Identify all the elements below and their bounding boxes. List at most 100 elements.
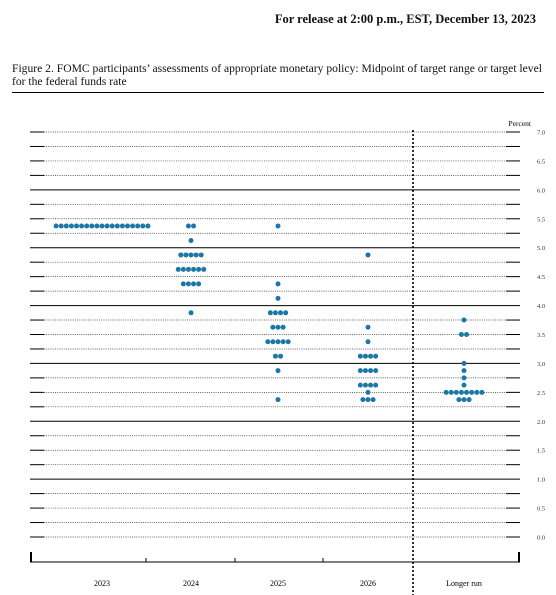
participant-dot xyxy=(365,339,371,345)
participant-dot xyxy=(89,223,95,229)
participant-dot xyxy=(275,223,281,229)
participant-dot xyxy=(63,223,69,229)
caption-divider xyxy=(12,92,544,93)
participant-dot xyxy=(188,237,194,243)
participant-dot xyxy=(479,389,485,395)
participant-dot xyxy=(373,368,379,374)
participant-dot xyxy=(74,223,79,229)
participant-dot xyxy=(283,310,289,316)
participant-dot xyxy=(280,339,286,345)
participant-dot xyxy=(357,353,363,359)
y-tick-label: 3.5 xyxy=(537,332,545,339)
participant-dot xyxy=(58,223,64,229)
participant-dot xyxy=(275,295,281,301)
participant-dot xyxy=(365,389,371,395)
participant-dot xyxy=(456,397,462,403)
participant-dot xyxy=(135,223,141,229)
participant-dot xyxy=(278,353,284,359)
participant-dot xyxy=(461,368,467,374)
participant-dot xyxy=(265,339,271,345)
participant-dot xyxy=(461,397,467,403)
participant-dot xyxy=(448,389,454,395)
y-tick-label: 0.5 xyxy=(537,506,545,513)
participant-dot xyxy=(201,266,207,272)
y-axis-label: Percent xyxy=(509,119,532,128)
participant-dot xyxy=(461,317,467,323)
participant-dot xyxy=(94,223,100,229)
participant-dot xyxy=(275,397,281,403)
participant-dot xyxy=(280,324,286,330)
participant-dot xyxy=(458,332,464,337)
participant-dot xyxy=(464,389,470,395)
participant-dot xyxy=(373,353,379,359)
participant-dot xyxy=(272,310,278,316)
participant-dot xyxy=(278,310,284,316)
y-tick-label: 2.5 xyxy=(537,390,545,397)
participant-dot xyxy=(180,266,186,272)
participant-dot xyxy=(365,252,371,258)
participant-dot xyxy=(461,375,467,381)
y-tick-label: 5.5 xyxy=(537,216,545,223)
participant-dot xyxy=(466,397,472,403)
participant-dot xyxy=(185,281,191,287)
participant-dot xyxy=(188,252,194,258)
participant-dot xyxy=(368,368,374,374)
y-tick-label: 6.0 xyxy=(537,187,545,194)
participant-dot xyxy=(370,397,376,403)
participant-dot xyxy=(130,223,136,229)
participant-dot xyxy=(140,223,146,229)
participant-dot xyxy=(178,252,184,258)
participant-dot xyxy=(270,324,276,330)
x-tick-label: Longer run xyxy=(446,579,482,588)
participant-dot xyxy=(125,223,130,229)
y-tick-label: 2.0 xyxy=(537,419,545,426)
participant-dot xyxy=(99,223,105,229)
y-tick-label: 5.0 xyxy=(537,245,545,252)
x-tick-label: 2024 xyxy=(183,579,199,588)
participant-dot xyxy=(185,266,191,272)
participant-dot xyxy=(469,389,475,395)
y-tick-label: 1.5 xyxy=(537,448,545,455)
participant-dot xyxy=(145,223,151,229)
figure-caption: Figure 2. FOMC participants’ assessments… xyxy=(12,62,542,88)
participant-dot xyxy=(188,310,194,316)
participant-dot xyxy=(275,281,281,287)
participant-dot xyxy=(175,266,181,272)
participant-dot xyxy=(191,266,197,272)
x-tick-label: 2023 xyxy=(94,579,110,588)
participant-dot xyxy=(185,223,191,229)
participant-dot xyxy=(272,353,278,359)
participant-dot xyxy=(453,389,459,395)
y-tick-label: 7.0 xyxy=(537,130,545,137)
y-tick-label: 0.0 xyxy=(537,535,545,542)
participant-dot xyxy=(443,389,449,395)
axes: 0.0 0.5 1.0 1.5 2.0 2.5 3.0 3.5 4.0 4.5 5.0 5.5 6.0 6… xyxy=(30,130,545,595)
participant-dot xyxy=(198,252,204,258)
participant-dot xyxy=(114,223,120,229)
y-tick-label: 1.0 xyxy=(537,477,545,484)
dot-series xyxy=(53,223,485,403)
participant-dot xyxy=(193,252,199,258)
participant-dot xyxy=(109,223,115,229)
participant-dot xyxy=(79,223,85,229)
y-tick-label: 4.0 xyxy=(537,303,545,310)
participant-dot xyxy=(365,324,371,330)
participant-dot xyxy=(270,339,276,345)
x-tick-label: 2026 xyxy=(360,579,376,588)
participant-dot xyxy=(191,223,197,229)
y-tick-label: 3.0 xyxy=(537,361,545,368)
participant-dot xyxy=(267,310,273,316)
participant-dot xyxy=(68,223,74,229)
participant-dot xyxy=(368,353,374,359)
participant-dot xyxy=(275,339,281,345)
participant-dot xyxy=(474,389,480,395)
participant-dot xyxy=(360,397,366,403)
participant-dot xyxy=(461,360,467,366)
gridlines xyxy=(30,131,520,538)
participant-dot xyxy=(285,339,291,345)
participant-dot xyxy=(464,332,470,337)
participant-dot xyxy=(180,281,186,287)
participant-dot xyxy=(357,368,363,374)
participant-dot xyxy=(275,368,281,374)
